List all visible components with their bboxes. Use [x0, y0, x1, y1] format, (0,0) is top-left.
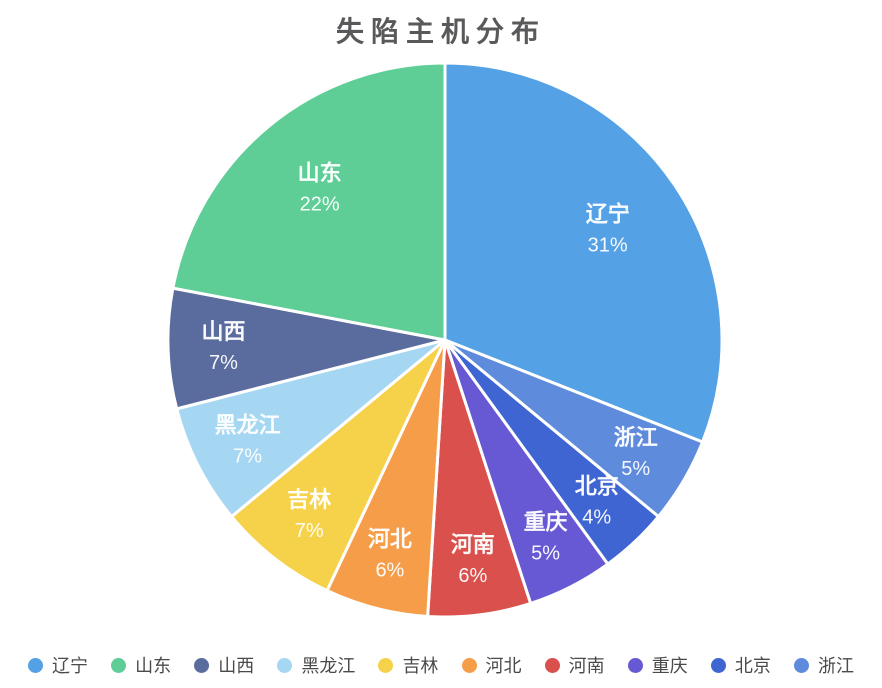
- legend-label: 北京: [735, 684, 771, 688]
- legend-label: 山西: [218, 656, 255, 676]
- legend-item-0[interactable]: 辽宁: [28, 684, 88, 688]
- legend-dot-icon: [627, 657, 643, 673]
- legend-label: 山东: [135, 656, 172, 676]
- legend-item-8[interactable]: 北京: [711, 684, 771, 688]
- pie-chart: 辽宁31%浙江5%北京4%重庆5%河南6%河北6%吉林7%黑龙江7%山西7%山东…: [166, 61, 724, 619]
- legend-item-6[interactable]: 河南: [545, 684, 605, 688]
- slice-percent: 6%: [375, 560, 404, 582]
- slice-label: 黑龙江: [215, 413, 281, 438]
- legend-item-8[interactable]: 北京: [710, 652, 771, 678]
- legend-item-3[interactable]: 黑龙江: [277, 652, 355, 678]
- legend-label: 河北: [485, 656, 522, 676]
- legend-label: 黑龙江: [301, 684, 355, 688]
- legend-dot-icon: [793, 657, 809, 673]
- slice-label: 重庆: [524, 509, 568, 534]
- legend-label: 浙江: [818, 684, 854, 688]
- legend-item-7[interactable]: 重庆: [627, 652, 688, 678]
- pie-slice-0[interactable]: [443, 61, 724, 444]
- legend-label: 吉林: [402, 656, 439, 676]
- pie-slice-9[interactable]: [171, 61, 447, 342]
- legend-label: 重庆: [652, 684, 688, 688]
- slice-label: 山西: [201, 319, 245, 344]
- legend-label: 山西: [218, 684, 254, 688]
- legend-label: 辽宁: [52, 656, 88, 676]
- legend-item-5[interactable]: 河北: [461, 652, 522, 678]
- legend-label: 河南: [569, 684, 605, 688]
- legend-item-7[interactable]: 重庆: [628, 684, 688, 688]
- slice-label: 辽宁: [586, 202, 630, 227]
- legend-item-1[interactable]: 山东: [111, 684, 171, 688]
- legend-overflow-row: 辽宁 山东 山西 黑龙江 吉林 河北 河南 重庆 北京 浙江: [0, 682, 882, 688]
- slice-percent: 7%: [209, 352, 238, 374]
- legend-item-6[interactable]: 河南: [544, 652, 605, 678]
- legend-label: 山东: [135, 684, 171, 688]
- slice-percent: 7%: [233, 446, 262, 468]
- legend-label: 北京: [734, 656, 771, 676]
- legend-item-0[interactable]: 辽宁: [28, 652, 88, 678]
- pie-slice-8[interactable]: [166, 286, 447, 411]
- slice-percent: 7%: [295, 520, 324, 542]
- pie-slice-6[interactable]: [230, 338, 447, 593]
- slice-percent: 5%: [531, 542, 560, 564]
- legend-label: 黑龙江: [301, 656, 356, 676]
- slice-label: 吉林: [287, 487, 331, 512]
- legend-dot-icon: [28, 657, 43, 673]
- legend-dot-icon: [544, 657, 560, 673]
- slice-label: 浙江: [614, 425, 658, 450]
- legend-dot-icon: [277, 657, 293, 673]
- legend-dot-icon: [461, 657, 477, 673]
- legend-dot-icon: [111, 657, 127, 673]
- legend-item-2[interactable]: 山西: [194, 652, 254, 678]
- legend-dot-icon: [710, 657, 726, 673]
- legend-label: 浙江: [817, 656, 854, 676]
- chart-title: 失陷主机分布: [335, 16, 546, 47]
- legend: 辽宁 山东 山西 黑龙江 吉林 河北 河南 重庆 北京 浙江: [0, 650, 882, 680]
- legend-label: 吉林: [402, 684, 438, 688]
- slice-label: 河南: [451, 532, 495, 557]
- slice-percent: 22%: [300, 194, 340, 216]
- legend-label: 河南: [568, 656, 605, 676]
- legend-item-5[interactable]: 河北: [462, 684, 522, 688]
- slice-label: 山东: [298, 161, 342, 186]
- legend-item-4[interactable]: 吉林: [378, 684, 438, 688]
- legend-dot-icon: [378, 657, 394, 673]
- legend-item-9[interactable]: 浙江: [793, 652, 854, 678]
- legend-label: 辽宁: [52, 684, 88, 688]
- legend-label: 河北: [486, 684, 522, 688]
- legend-label: 重庆: [651, 656, 688, 676]
- legend-item-1[interactable]: 山东: [111, 652, 171, 678]
- slice-percent: 5%: [621, 458, 650, 480]
- slice-label: 河北: [368, 527, 412, 552]
- legend-item-2[interactable]: 山西: [194, 684, 254, 688]
- pie-slice-7[interactable]: [175, 338, 447, 519]
- legend-dot-icon: [194, 657, 210, 673]
- legend-item-9[interactable]: 浙江: [794, 684, 854, 688]
- slice-label: 北京: [575, 474, 619, 499]
- slice-percent: 31%: [588, 235, 628, 257]
- slice-percent: 4%: [582, 507, 611, 529]
- legend-item-4[interactable]: 吉林: [378, 652, 438, 678]
- legend-item-3[interactable]: 黑龙江: [277, 684, 355, 688]
- slice-percent: 6%: [458, 565, 487, 587]
